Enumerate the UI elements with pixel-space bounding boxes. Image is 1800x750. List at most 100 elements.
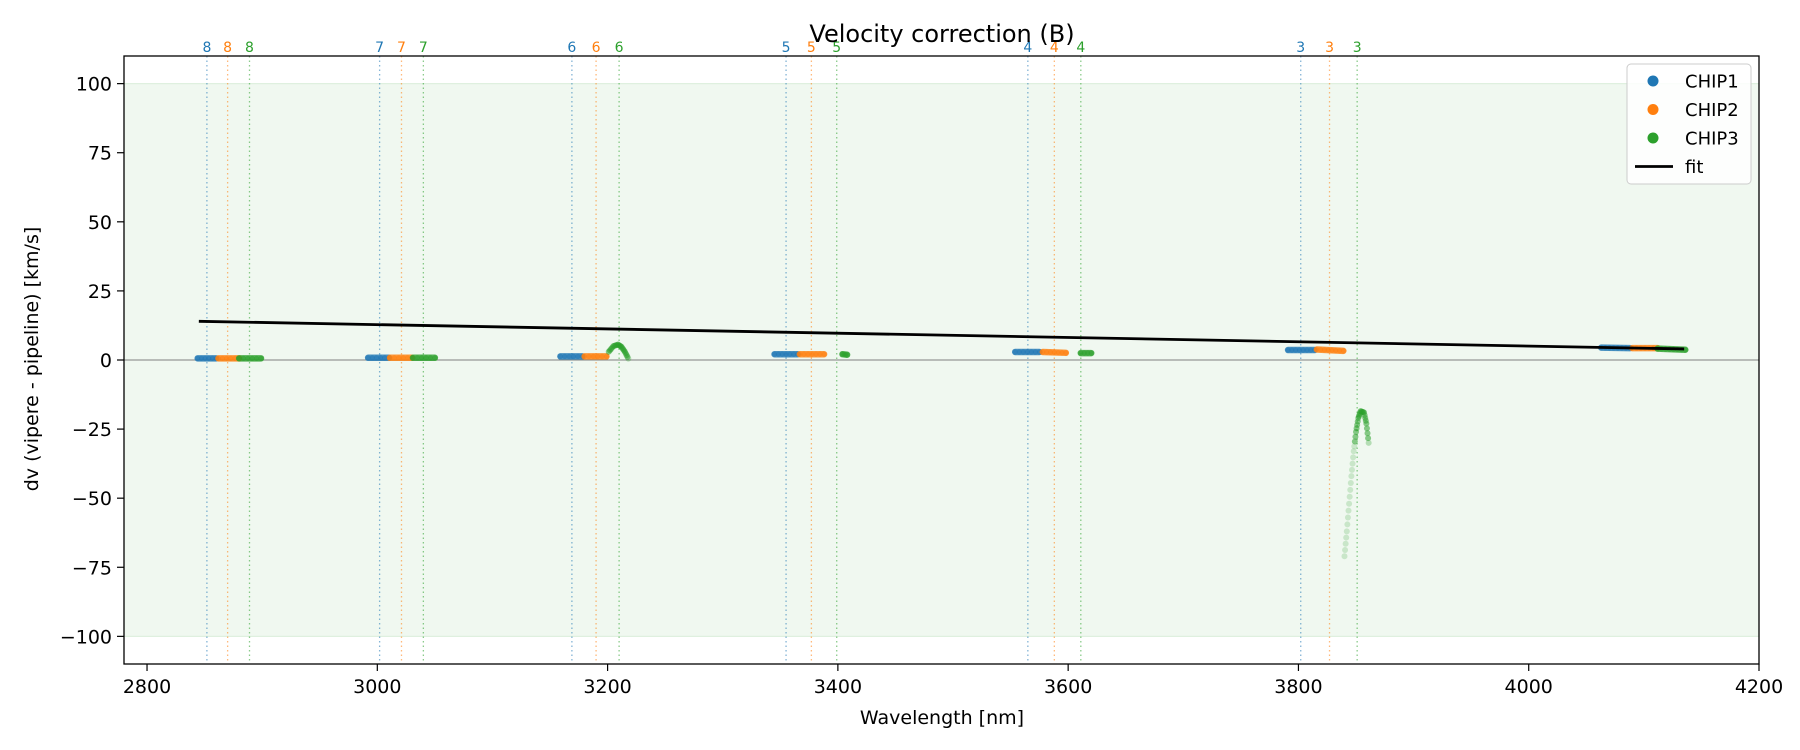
chip3-curve-2-point xyxy=(1349,460,1356,467)
chip1-point xyxy=(206,355,212,361)
chip2-point xyxy=(1333,347,1339,354)
chip3-point xyxy=(254,355,260,361)
chip3-curve-2-point xyxy=(1350,448,1357,455)
chip2-point xyxy=(581,353,588,360)
chip2-point xyxy=(805,351,811,357)
order-label-chip3-4: 4 xyxy=(1076,40,1085,56)
chip2-point xyxy=(1329,347,1335,353)
x-tick-label: 3000 xyxy=(353,676,401,698)
chip3-curve-2-point xyxy=(1364,430,1371,437)
chip2-point xyxy=(821,351,827,357)
chip2-point xyxy=(586,353,592,360)
chip1-point xyxy=(202,355,208,361)
chip1-point xyxy=(775,351,781,357)
chip3-curve-2-point xyxy=(1346,500,1353,507)
chip3-curve-1-point xyxy=(625,355,632,362)
legend-frame xyxy=(1626,63,1752,185)
chip1-point xyxy=(377,355,384,361)
order-label-chip3-6: 6 xyxy=(615,40,624,56)
chip1-point xyxy=(771,351,778,357)
chip3-curve-2-point xyxy=(1352,433,1359,440)
chip1-point xyxy=(1016,349,1022,355)
chip2-point xyxy=(1051,349,1057,355)
chip3-point xyxy=(245,355,251,361)
x-axis-label: Wavelength [nm] xyxy=(860,707,1024,729)
legend-chip3-label: CHIP3 xyxy=(1685,129,1739,150)
chip2-point xyxy=(396,355,402,361)
chip3-curve-2-point xyxy=(1347,486,1354,493)
chip2-point xyxy=(590,353,596,360)
chip3-curve-2-point xyxy=(1348,473,1355,480)
x-tick-label: 4200 xyxy=(1735,676,1783,698)
chip2-point xyxy=(797,351,803,357)
chip3-point xyxy=(427,355,434,361)
legend-chip1-label: CHIP1 xyxy=(1685,72,1739,93)
chip2-point xyxy=(801,351,807,357)
chip3-curve-2-point xyxy=(1351,443,1358,450)
chip2-point xyxy=(224,355,230,361)
chip3-curve-2-point xyxy=(1363,420,1370,427)
chip1-point xyxy=(382,355,388,361)
chip3-curve-2-point xyxy=(1345,507,1352,514)
chip2-point xyxy=(1314,346,1320,353)
legend-chip2-label: CHIP2 xyxy=(1685,100,1739,121)
chip1-point xyxy=(1289,347,1295,353)
chip3-curve-2-point xyxy=(1341,553,1348,560)
chip1-point xyxy=(1028,349,1034,355)
chip3-curve-2-point xyxy=(1342,540,1349,547)
chip3-curve-2-point xyxy=(1348,466,1355,473)
order-label-chip3-5: 5 xyxy=(832,40,841,56)
chip1-point xyxy=(779,351,785,357)
chip1-point xyxy=(1304,347,1310,353)
legend-chip3-marker xyxy=(1647,132,1659,144)
chip1-point xyxy=(1024,349,1030,355)
order-label-chip1-6: 6 xyxy=(567,40,576,56)
order-label-chip3-7: 7 xyxy=(419,40,428,56)
chip1-point xyxy=(1032,349,1038,355)
chip1-point xyxy=(1296,347,1303,353)
chip1-point xyxy=(557,353,563,360)
y-tick-label: −25 xyxy=(72,419,112,441)
chip1-point xyxy=(1285,347,1291,353)
chip3-point xyxy=(414,355,420,361)
chip1-point xyxy=(570,353,577,360)
x-tick-label: 3200 xyxy=(583,676,631,698)
chip3-curve-2-point xyxy=(1343,534,1350,541)
order-label-chip2-7: 7 xyxy=(397,40,406,56)
chip2-point xyxy=(387,355,393,361)
chip3-curve-2-point xyxy=(1347,479,1354,486)
y-tick-label: −50 xyxy=(72,488,112,510)
order-label-chip1-5: 5 xyxy=(782,40,791,56)
chip3-point xyxy=(236,355,242,361)
chip3-curve-2-point xyxy=(1344,514,1351,521)
x-tick-label: 4000 xyxy=(1505,676,1553,698)
legend-chip1-marker xyxy=(1647,75,1659,87)
chip1-point xyxy=(195,355,201,361)
order-label-chip2-6: 6 xyxy=(592,40,601,56)
chip2-point xyxy=(595,353,601,360)
order-label-chip2-8: 8 xyxy=(223,40,232,56)
chip1-point xyxy=(791,351,797,357)
chip2-point xyxy=(1318,347,1324,353)
chip3-point xyxy=(844,352,850,358)
chip2-point xyxy=(219,355,226,361)
chip3-curve-1-point xyxy=(624,353,631,360)
y-axis-label: dv (vipere - pipeline) [km/s] xyxy=(21,227,43,492)
chip1-point xyxy=(575,353,581,360)
chip1-point xyxy=(562,353,568,360)
x-tick-label: 3400 xyxy=(814,676,862,698)
chip2-point xyxy=(599,353,605,360)
chip3-point xyxy=(1088,350,1094,356)
x-tick-label: 3800 xyxy=(1274,676,1322,698)
chip2-point xyxy=(404,355,411,361)
chip2-point xyxy=(1321,347,1328,353)
chip1-point xyxy=(1012,349,1018,355)
order-label-chip2-5: 5 xyxy=(807,40,816,56)
chip1-point xyxy=(373,355,379,361)
chip3-curve-2-point xyxy=(1343,528,1350,535)
chip2-point xyxy=(1325,347,1331,353)
chip2-point xyxy=(813,351,819,357)
chip2-point xyxy=(400,355,406,361)
